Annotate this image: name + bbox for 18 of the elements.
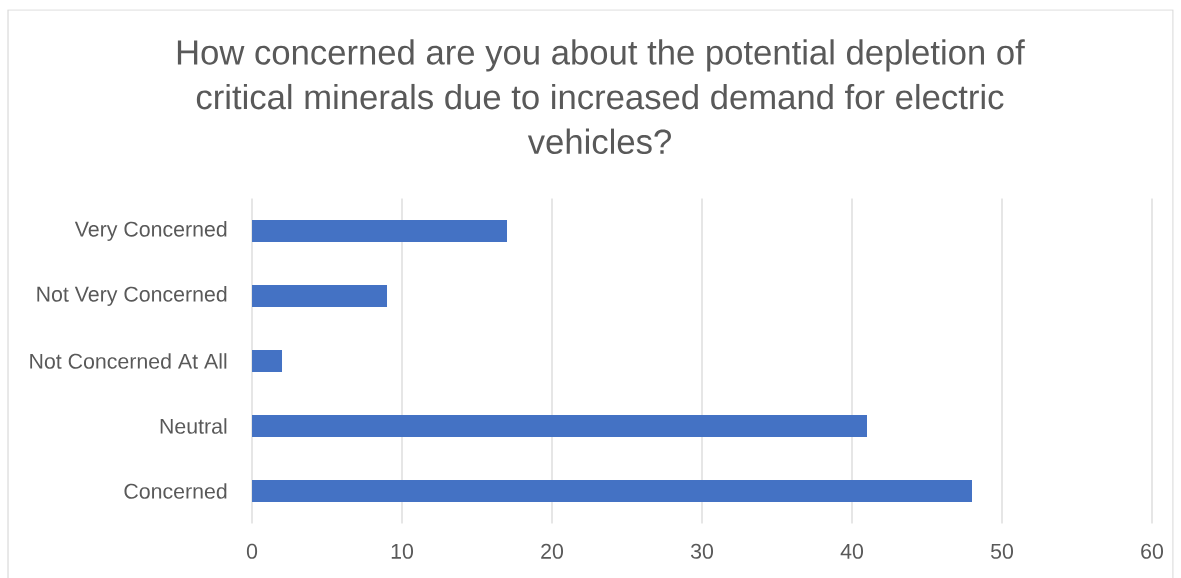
y-tick-label: Neutral: [160, 418, 227, 434]
x-tick-label: 10: [391, 543, 414, 559]
chart-title: How concerned are you about the potential depletion of critical minerals due to increased demand for electric vehicles?: [177, 39, 1025, 155]
x-tick-label: 20: [541, 543, 564, 559]
y-tick-label: Very Concerned: [74, 221, 227, 241]
x-tick-label: 60: [1141, 543, 1164, 559]
bar: [252, 284, 388, 308]
bar: [252, 219, 508, 243]
bar: [252, 414, 867, 438]
y-tick-label: Concerned: [124, 483, 227, 499]
x-tick-label: 30: [690, 543, 714, 559]
x-tick-label: 50: [990, 543, 1014, 559]
bar: [252, 479, 972, 503]
y-tick-label: Not Concerned At All: [30, 353, 227, 369]
x-tick-label: 40: [840, 543, 864, 559]
y-tick-label: Not Very Concerned: [37, 286, 227, 306]
bar: [252, 349, 283, 373]
x-tick-label: 0: [246, 543, 258, 559]
